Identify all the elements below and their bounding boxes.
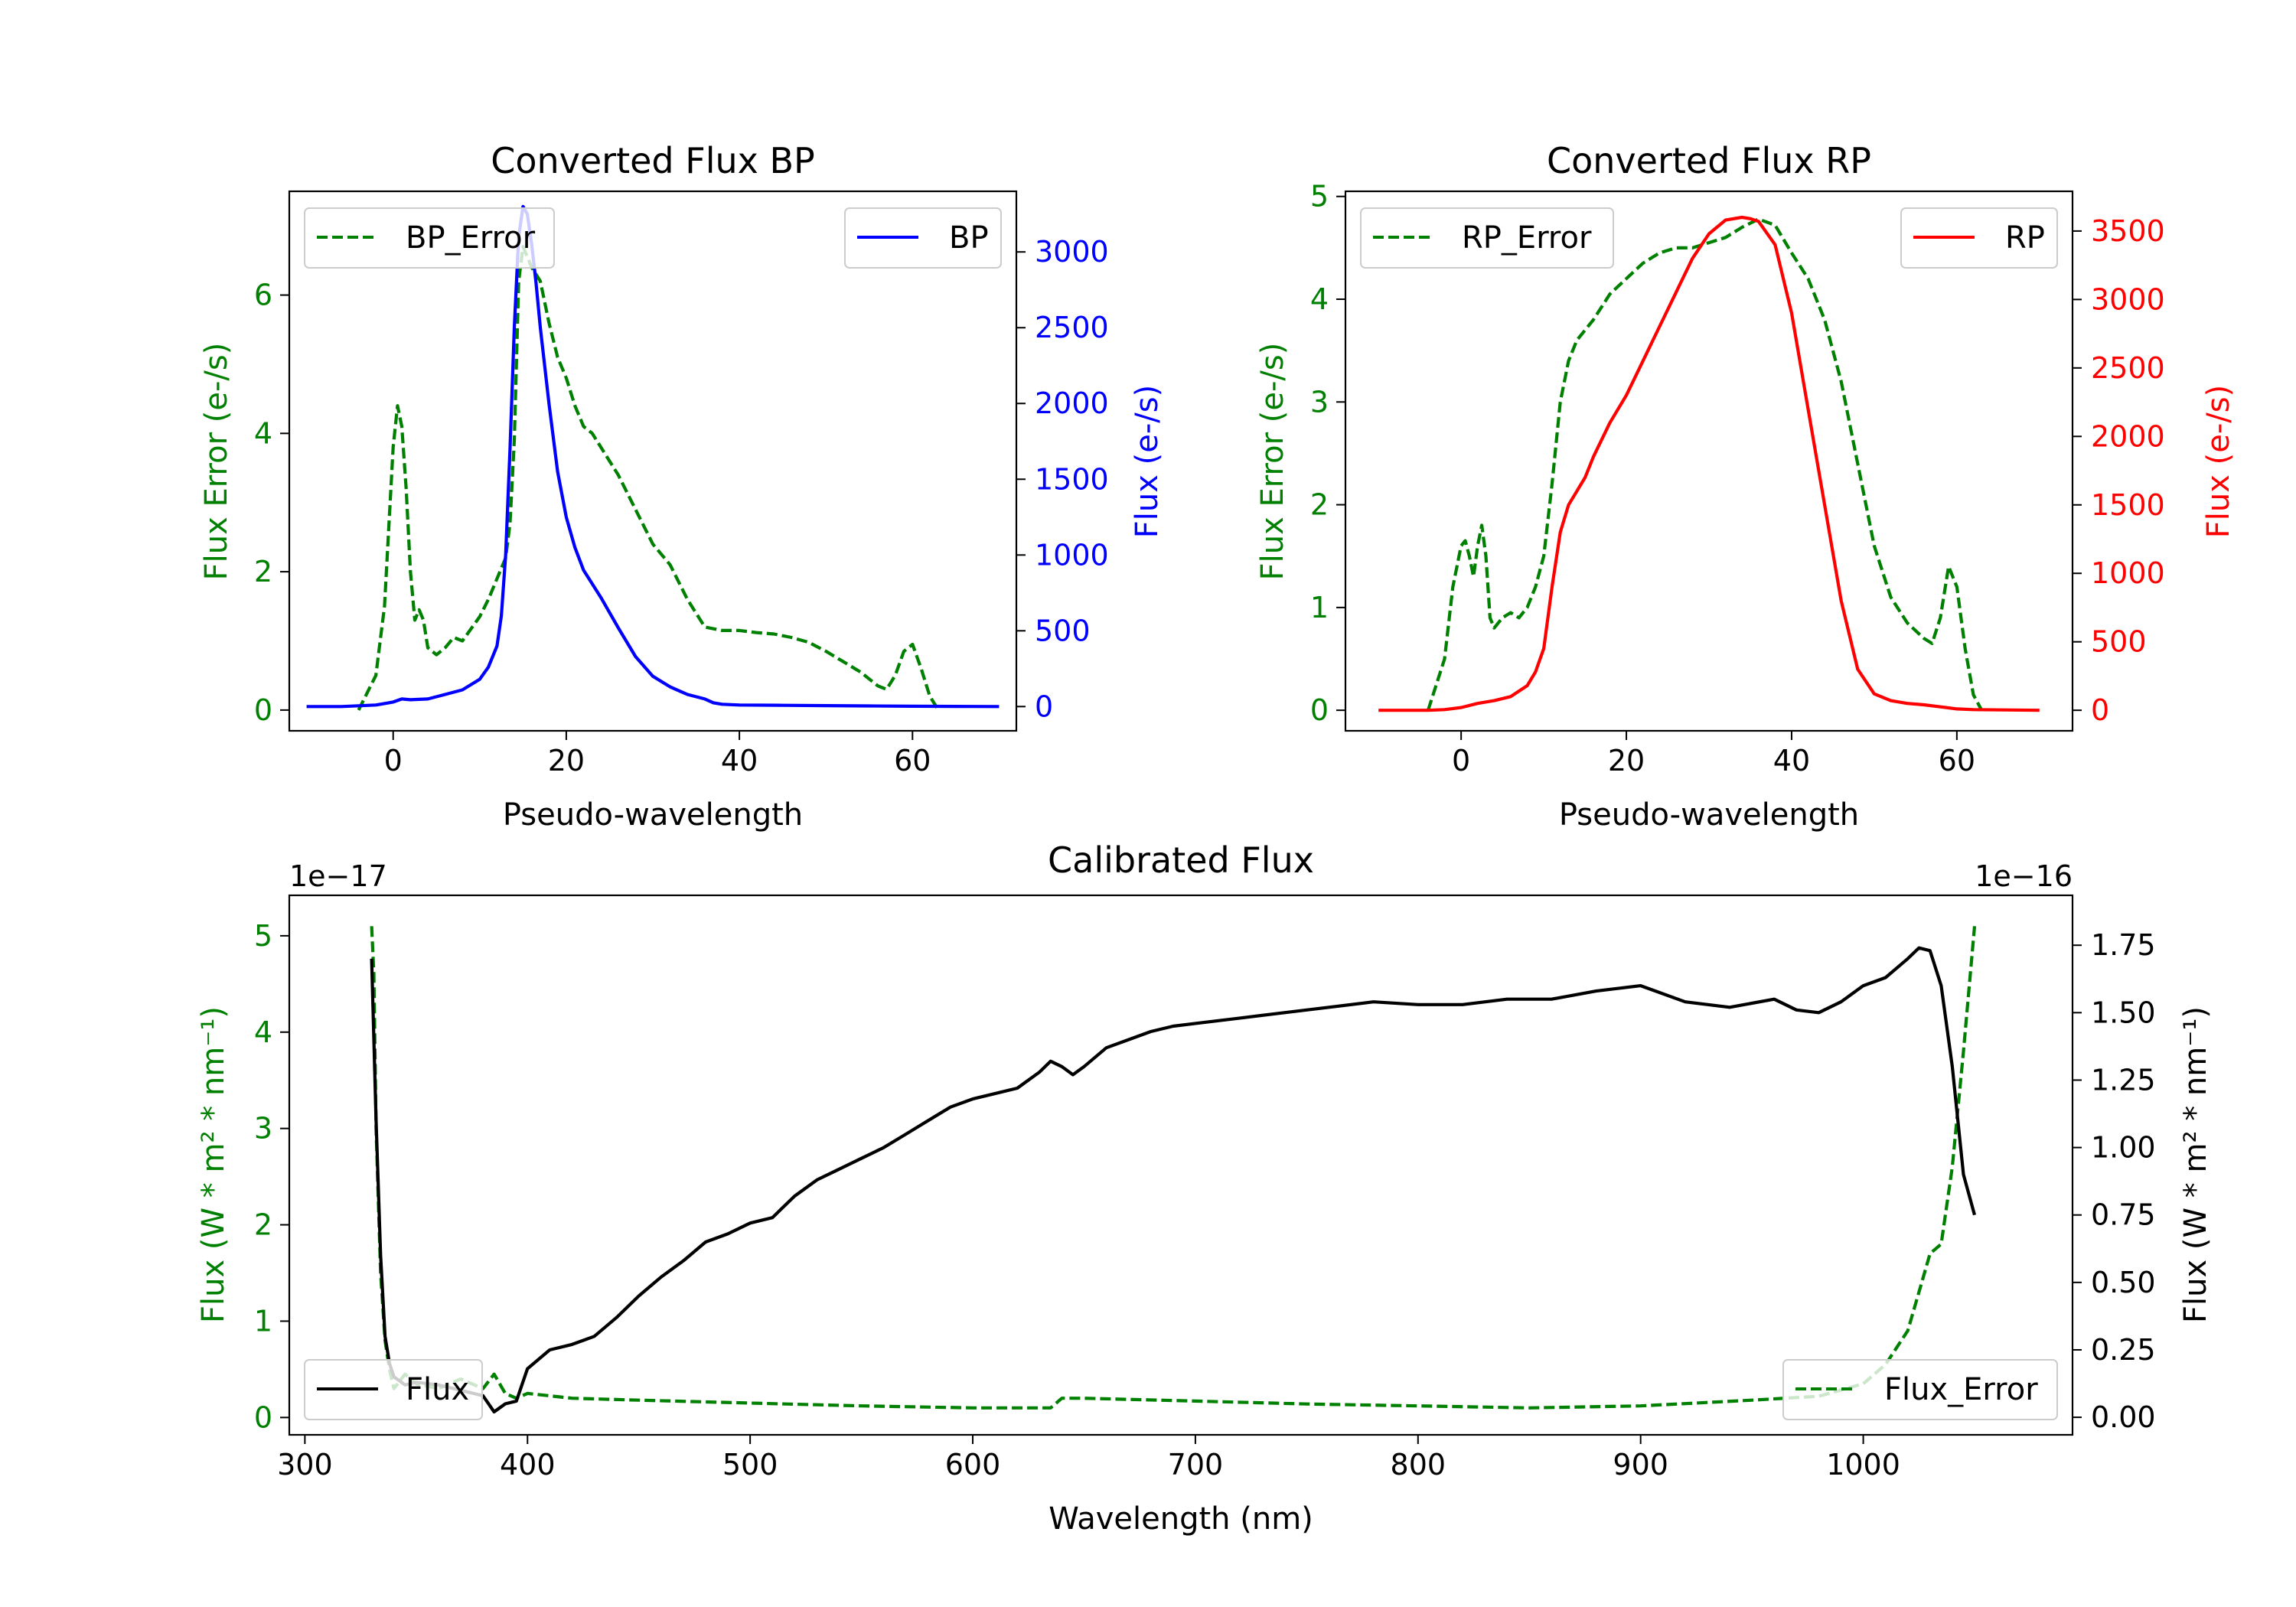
calibrated-series-flux-error-line bbox=[370, 926, 1977, 1410]
rp-title: Converted Flux RP bbox=[1547, 140, 1871, 181]
rp-legend-flux-label: RP bbox=[2005, 220, 2045, 256]
rp-legend-error-label: RP_Error bbox=[1462, 220, 1592, 256]
calibrated-xtick-label: 600 bbox=[945, 1448, 1001, 1482]
cal-ylabel-right: Flux (W * m² * nm⁻¹) bbox=[2178, 1006, 2213, 1323]
rp-ytick-left-label: 0 bbox=[1310, 693, 1329, 727]
rp-ytick-right-label: 500 bbox=[2091, 625, 2147, 659]
rp-legend-error: RP_Error bbox=[1360, 207, 1614, 269]
bp-xtick-label: 60 bbox=[894, 744, 931, 777]
calibrated-ytick-right-label: 1.50 bbox=[2091, 996, 2156, 1029]
bp-legend-error-label: BP_Error bbox=[406, 220, 536, 256]
calibrated-ytick-right-label: 0.75 bbox=[2091, 1198, 2156, 1232]
bp-series-bp-line bbox=[306, 204, 1000, 709]
rp-xtick-label: 60 bbox=[1939, 744, 1975, 777]
rp-ylabel-right: Flux (e-/s) bbox=[2201, 385, 2236, 538]
rp-xlabel: Pseudo-wavelength bbox=[1559, 797, 1859, 833]
bp-legend-flux: BP bbox=[844, 207, 1002, 269]
bp-legend-flux-label: BP bbox=[949, 220, 989, 256]
bp-ytick-left-label: 4 bbox=[254, 416, 272, 450]
rp-legend-flux: RP bbox=[1900, 207, 2058, 269]
cal-legend-error-label: Flux_Error bbox=[1884, 1372, 2038, 1407]
calibrated-ytick-right-label: 1.75 bbox=[2091, 928, 2156, 962]
rp-ytick-right-label: 2500 bbox=[2091, 351, 2165, 385]
calibrated-ytick-right-label: 0.50 bbox=[2091, 1266, 2156, 1299]
rp-ytick-left-label: 5 bbox=[1310, 180, 1329, 214]
rp-axes-frame bbox=[1344, 190, 2074, 732]
rp-series-rp-error-line bbox=[1427, 217, 1984, 712]
calibrated-xtick-label: 700 bbox=[1168, 1448, 1224, 1482]
bp-title: Converted Flux BP bbox=[491, 140, 815, 181]
rp-ytick-right-label: 3000 bbox=[2091, 282, 2165, 316]
calibrated-ytick-right-label: 0.00 bbox=[2091, 1400, 2156, 1434]
calibrated-ytick-left-label: 1 bbox=[254, 1304, 272, 1338]
calibrated-series-flux-line bbox=[370, 946, 1977, 1414]
calibrated-ytick-left-label: 2 bbox=[254, 1208, 272, 1242]
rp-ytick-left-label: 4 bbox=[1310, 282, 1329, 316]
cal-offset-left: 1e−17 bbox=[289, 859, 387, 893]
cal-legend-error: Flux_Error bbox=[1782, 1359, 2058, 1420]
bp-xtick-label: 0 bbox=[384, 744, 403, 777]
calibrated-ytick-right-label: 1.00 bbox=[2091, 1131, 2156, 1165]
cal-legend-flux: Flux bbox=[304, 1359, 483, 1420]
cal-offset-right: 1e−16 bbox=[1975, 859, 2073, 893]
cal-xlabel: Wavelength (nm) bbox=[1049, 1501, 1313, 1537]
bp-ytick-right-label: 2000 bbox=[1035, 386, 1109, 420]
rp-xtick-label: 20 bbox=[1608, 744, 1645, 777]
bp-ytick-right-label: 1500 bbox=[1035, 462, 1109, 496]
rp-ytick-right-label: 1000 bbox=[2091, 556, 2165, 590]
calibrated-subplot: Calibrated Flux 1e−17 1e−16 300 400 500 600… bbox=[196, 839, 2213, 1537]
rp-ytick-right-label: 3500 bbox=[2091, 214, 2165, 248]
bp-subplot: Converted Flux BP 0 20 40 60 0 2 4 6 0 500 1000 1… bbox=[199, 140, 1165, 833]
bp-xtick-label: 20 bbox=[548, 744, 585, 777]
rp-ytick-left-label: 3 bbox=[1310, 385, 1329, 419]
rp-ytick-left-label: 2 bbox=[1310, 488, 1329, 522]
rp-ytick-right-label: 1500 bbox=[2091, 488, 2165, 522]
bp-ytick-right-label: 500 bbox=[1035, 614, 1091, 647]
cal-axes-frame bbox=[288, 894, 2074, 1436]
calibrated-xtick-label: 500 bbox=[722, 1448, 778, 1482]
bp-ytick-left-label: 2 bbox=[254, 555, 272, 588]
bp-axes-frame bbox=[288, 190, 1018, 732]
calibrated-ytick-left-label: 3 bbox=[254, 1112, 272, 1146]
calibrated-xtick-label: 900 bbox=[1613, 1448, 1668, 1482]
bp-ytick-right-label: 2500 bbox=[1035, 311, 1109, 344]
bp-ylabel-left: Flux Error (e-/s) bbox=[199, 343, 234, 581]
rp-series-rp-line bbox=[1378, 215, 2040, 712]
bp-ylabel-right: Flux (e-/s) bbox=[1130, 385, 1165, 538]
calibrated-ytick-left-label: 4 bbox=[254, 1015, 272, 1049]
calibrated-xtick-label: 400 bbox=[500, 1448, 556, 1482]
bp-ytick-right-label: 1000 bbox=[1035, 538, 1109, 572]
bp-ytick-right-label: 3000 bbox=[1035, 235, 1109, 269]
cal-title: Calibrated Flux bbox=[1048, 839, 1314, 881]
calibrated-ytick-right-label: 1.25 bbox=[2091, 1063, 2156, 1097]
bp-xtick-label: 40 bbox=[721, 744, 758, 777]
calibrated-ytick-left-label: 0 bbox=[254, 1400, 272, 1434]
rp-subplot: Converted Flux RP 0 20 40 60 0 1 2 3 4 5 0 500 100… bbox=[1255, 140, 2236, 833]
bp-xlabel: Pseudo-wavelength bbox=[503, 797, 803, 833]
bp-series-bp-error-line bbox=[357, 245, 940, 712]
rp-xtick-label: 0 bbox=[1452, 744, 1470, 777]
rp-ylabel-left: Flux Error (e-/s) bbox=[1255, 343, 1290, 581]
calibrated-ytick-right-label: 0.25 bbox=[2091, 1333, 2156, 1367]
calibrated-xtick-label: 1000 bbox=[1826, 1448, 1900, 1482]
calibrated-ytick-left-label: 5 bbox=[254, 919, 272, 953]
bp-legend-error: BP_Error bbox=[304, 207, 555, 269]
cal-ylabel-left: Flux (W * m² * nm⁻¹) bbox=[196, 1006, 231, 1323]
calibrated-xtick-label: 800 bbox=[1391, 1448, 1446, 1482]
bp-ytick-right-label: 0 bbox=[1035, 689, 1053, 723]
bp-ytick-left-label: 6 bbox=[254, 279, 272, 312]
rp-ytick-right-label: 0 bbox=[2091, 693, 2109, 727]
cal-legend-flux-label: Flux bbox=[406, 1372, 469, 1407]
calibrated-xtick-label: 300 bbox=[277, 1448, 333, 1482]
rp-xtick-label: 40 bbox=[1773, 744, 1810, 777]
rp-ytick-left-label: 1 bbox=[1310, 591, 1329, 624]
bp-ytick-left-label: 0 bbox=[254, 693, 272, 727]
rp-ytick-right-label: 2000 bbox=[2091, 419, 2165, 453]
